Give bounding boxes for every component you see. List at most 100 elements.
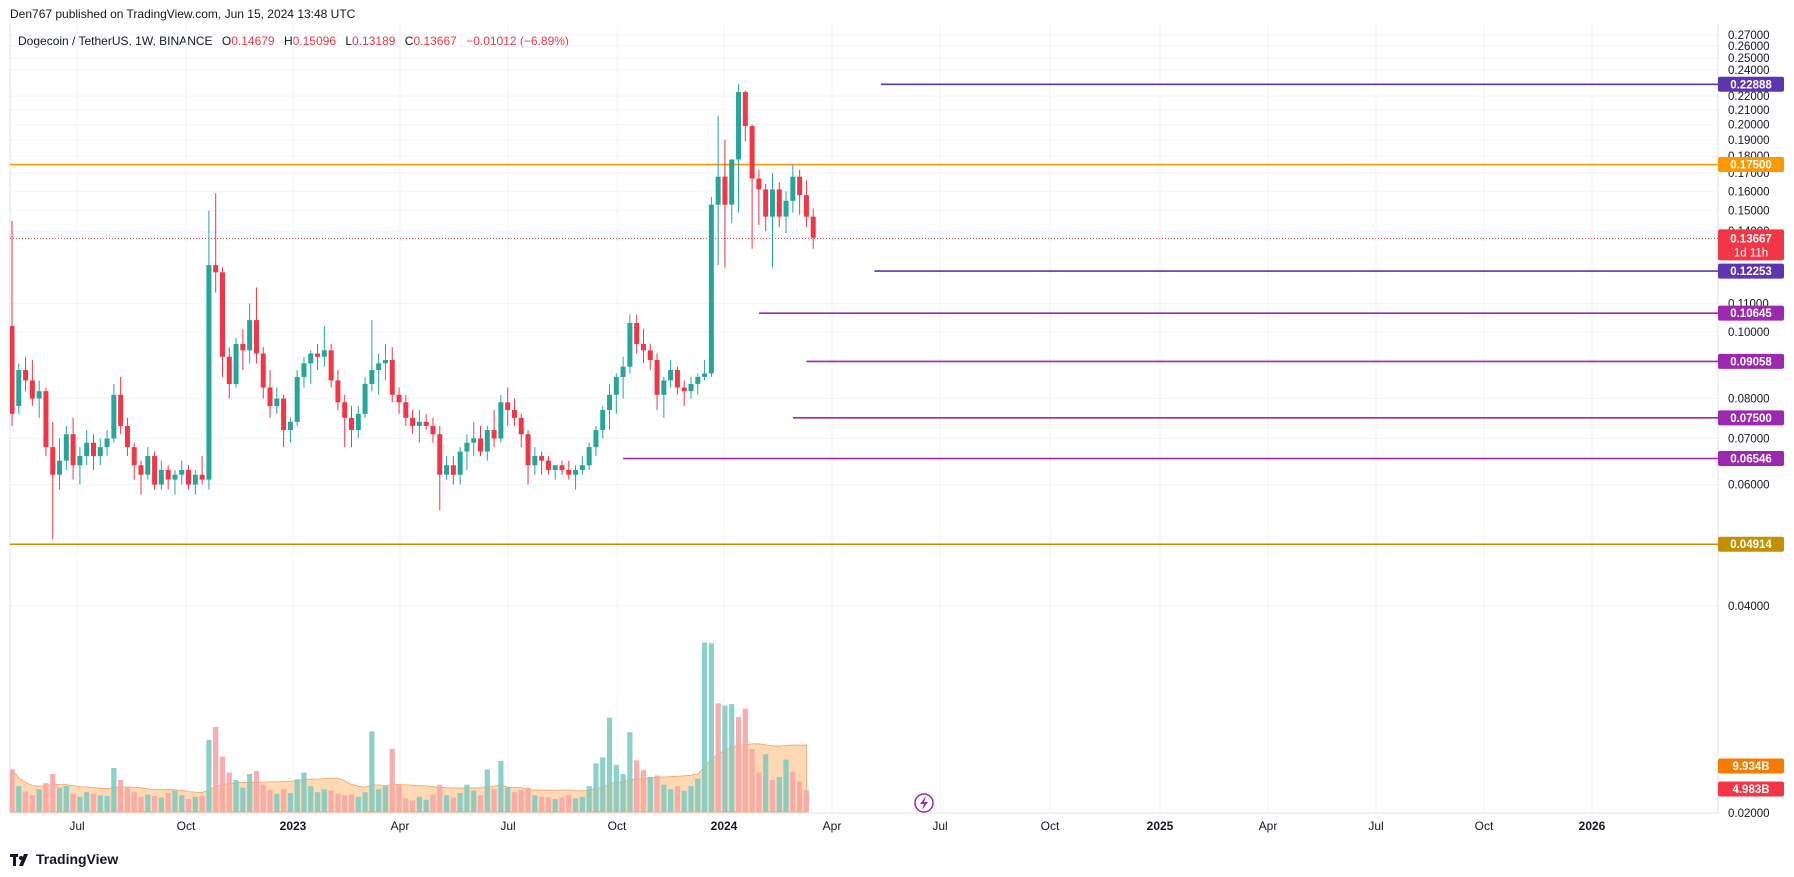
open-value: 0.14679 [231, 34, 275, 48]
x-tick-label: Apr [391, 819, 410, 833]
lightning-icon[interactable] [914, 793, 934, 813]
candle-body [403, 402, 409, 418]
candle-body [410, 417, 416, 426]
volume-bar [661, 784, 667, 812]
candle-body [165, 469, 171, 480]
candle-body [111, 394, 117, 439]
candle-body [742, 92, 748, 127]
candle-body [511, 409, 517, 418]
volume-bar [613, 764, 619, 812]
y-tick-label: 0.24000 [1728, 65, 1770, 77]
volume-bar [498, 761, 504, 812]
y-tick-label: 0.27000 [1728, 30, 1770, 42]
candle-body [464, 442, 470, 452]
level-price-label-bg [1718, 157, 1784, 173]
candle-body [131, 447, 137, 466]
volume-bar [260, 784, 266, 812]
plot-area [10, 83, 1718, 813]
candle-body [118, 394, 124, 426]
volume-bar [274, 793, 280, 812]
volume-bar [308, 786, 314, 812]
candle-body [471, 438, 477, 443]
candle-body [36, 391, 42, 399]
candle-body [43, 391, 49, 448]
y-tick-label: 0.10000 [1728, 327, 1770, 339]
level-price-label: 0.22888 [1730, 79, 1772, 91]
volume-bar [335, 793, 341, 812]
candle-body [315, 353, 321, 357]
candle-body [253, 320, 259, 354]
volume-bar [756, 772, 762, 812]
level-price-label: 0.04914 [1730, 539, 1772, 551]
candle-body [206, 265, 212, 480]
volume-bar [77, 796, 83, 812]
volume-bar [192, 796, 198, 812]
volume-bar [301, 772, 307, 812]
candle-body [16, 370, 22, 407]
candle-body [790, 176, 796, 201]
candle-body [620, 366, 626, 377]
candle-body [57, 460, 63, 475]
volume-bar [640, 770, 647, 812]
candle-body [593, 430, 599, 448]
volume-bar [776, 777, 782, 812]
candle-body [450, 465, 456, 475]
candle-body [797, 176, 803, 196]
candle-body [736, 92, 742, 160]
volume-bar [586, 786, 592, 812]
x-tick-label: Jul [500, 819, 515, 833]
volume-bar [532, 795, 538, 812]
volume-bar [240, 787, 246, 812]
volume-bar [138, 796, 144, 812]
volume-bar [803, 789, 810, 812]
volume-bar [145, 794, 151, 812]
volume-bar [90, 793, 97, 812]
volume-bar [56, 787, 63, 812]
volume-bar [342, 795, 348, 812]
candle-body [654, 360, 660, 395]
volume-bar [559, 797, 565, 812]
symbol-name[interactable]: Dogecoin / TetherUS, 1W, BINANCE [18, 34, 213, 48]
volume-bar [579, 796, 585, 812]
close-value: 0.13667 [413, 34, 457, 48]
volume-bar [627, 732, 633, 812]
candle-body [756, 178, 762, 190]
volume-bar [668, 789, 674, 812]
volume-bar [226, 772, 232, 812]
volume-bar [416, 796, 422, 812]
y-tick-label: 0.08000 [1728, 394, 1770, 406]
candle-body [369, 370, 375, 384]
candle-body [308, 353, 314, 364]
candle-body [640, 344, 646, 351]
volume-bar [22, 791, 29, 812]
candle-body [695, 376, 701, 384]
candle-body [328, 350, 334, 381]
level-price-label-bg [1718, 305, 1784, 321]
volume-bar [348, 794, 355, 812]
volume-bar [362, 792, 368, 812]
tradingview-branding[interactable]: TradingView [10, 851, 118, 867]
y-tick-label: 0.21000 [1728, 105, 1770, 117]
candle-body [29, 380, 35, 399]
y-tick-label: 0.22000 [1728, 91, 1770, 103]
volume-bar [505, 787, 511, 812]
candle-body [688, 383, 694, 392]
level-price-label-bg [1718, 76, 1784, 92]
candle-body [342, 402, 348, 418]
volume-bar [267, 789, 273, 812]
candle-body [600, 409, 606, 431]
candle-body [722, 176, 728, 205]
x-tick-label: Apr [1259, 819, 1278, 833]
level-price-label: 0.07500 [1730, 413, 1772, 425]
volume-bar [104, 796, 110, 812]
candle-body [478, 438, 484, 452]
candle-body [566, 469, 572, 475]
volume-bar [484, 769, 490, 812]
y-tick-label: 0.26000 [1728, 41, 1770, 53]
volume-bar [491, 789, 497, 812]
candle-body [545, 460, 551, 470]
candle-body [97, 447, 103, 457]
volume-bar [253, 770, 260, 812]
candle-body [613, 376, 619, 395]
